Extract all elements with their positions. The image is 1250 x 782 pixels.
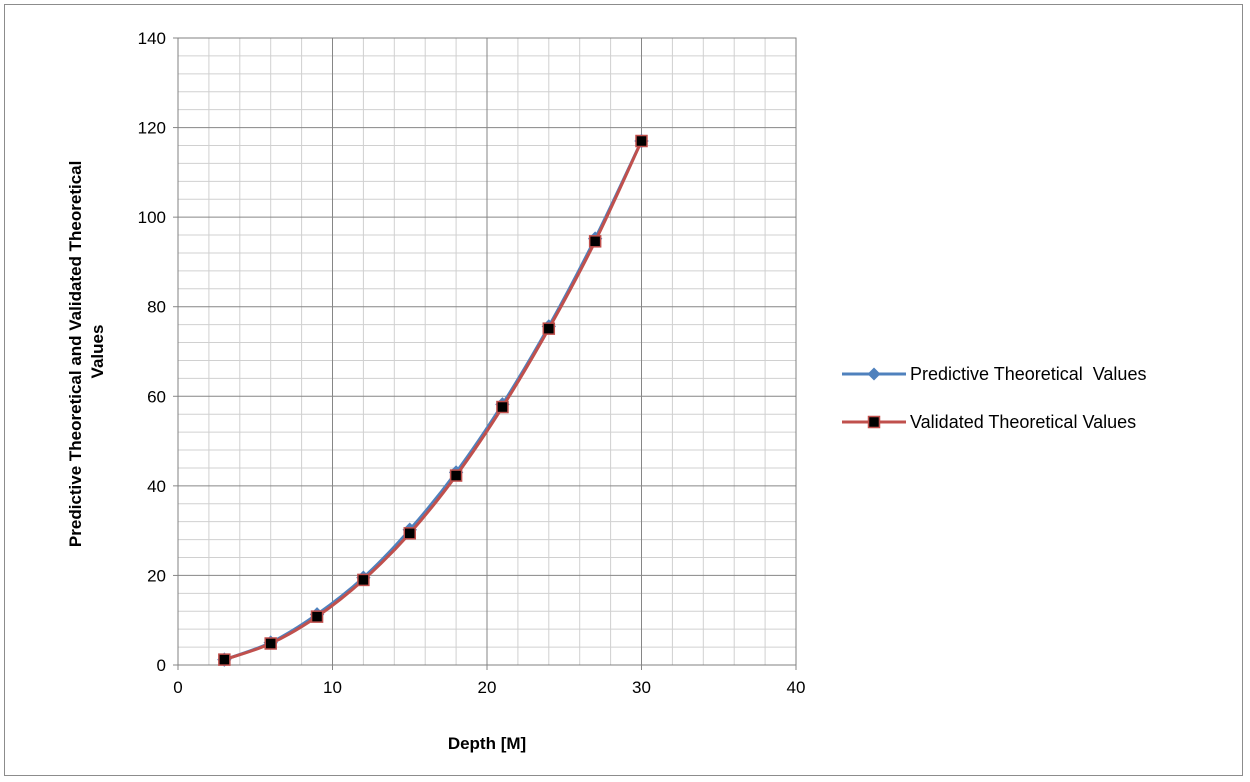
series-line — [223, 140, 643, 662]
series-predictive — [217, 133, 649, 667]
y-tick-label: 100 — [138, 208, 166, 227]
legend-label-predictive: Predictive Theoretical Values — [910, 364, 1146, 384]
y-axis-title: Predictive Theoretical and Validated The… — [66, 156, 107, 547]
x-tick-label: 10 — [323, 678, 342, 697]
data-point-square — [403, 527, 416, 540]
x-tick-label: 0 — [173, 678, 182, 697]
y-axis-tick-labels: 0 20 40 60 80 100 120 140 — [138, 29, 178, 675]
y-tick-label: 40 — [147, 477, 166, 496]
y-tick-label: 0 — [157, 656, 166, 675]
data-point-square — [218, 653, 231, 666]
legend-marker-square — [867, 415, 881, 429]
x-tick-label: 20 — [478, 678, 497, 697]
y-tick-label: 140 — [138, 29, 166, 48]
data-point-square — [588, 235, 602, 248]
y-axis-title-line-1: Predictive Theoretical and Validated The… — [66, 161, 85, 547]
y-tick-label: 60 — [147, 387, 166, 406]
data-point-square — [496, 400, 509, 414]
data-point-square — [542, 322, 556, 335]
legend: Predictive Theoretical Values Validated … — [842, 364, 1146, 432]
y-axis-title-line-2: Values — [88, 325, 107, 379]
data-point-square — [635, 134, 648, 148]
x-tick-label: 30 — [632, 678, 651, 697]
legend-item-validated: Validated Theoretical Values — [842, 412, 1136, 432]
data-point-square — [310, 610, 324, 623]
series-validated — [218, 134, 648, 666]
x-tick-label: 40 — [787, 678, 806, 697]
series-layer — [217, 133, 649, 667]
x-axis-title: Depth [M] — [448, 734, 526, 753]
data-point-square — [264, 637, 277, 650]
legend-label-validated: Validated Theoretical Values — [910, 412, 1136, 432]
data-point-square — [357, 573, 370, 587]
series-line — [223, 140, 643, 662]
data-point-square — [449, 469, 463, 482]
y-tick-label: 120 — [138, 119, 166, 138]
legend-item-predictive: Predictive Theoretical Values — [842, 364, 1146, 384]
y-tick-label: 80 — [147, 298, 166, 317]
legend-marker-diamond — [867, 367, 881, 381]
x-axis-tick-labels: 0 10 20 30 40 — [173, 665, 805, 697]
y-tick-label: 20 — [147, 566, 166, 585]
